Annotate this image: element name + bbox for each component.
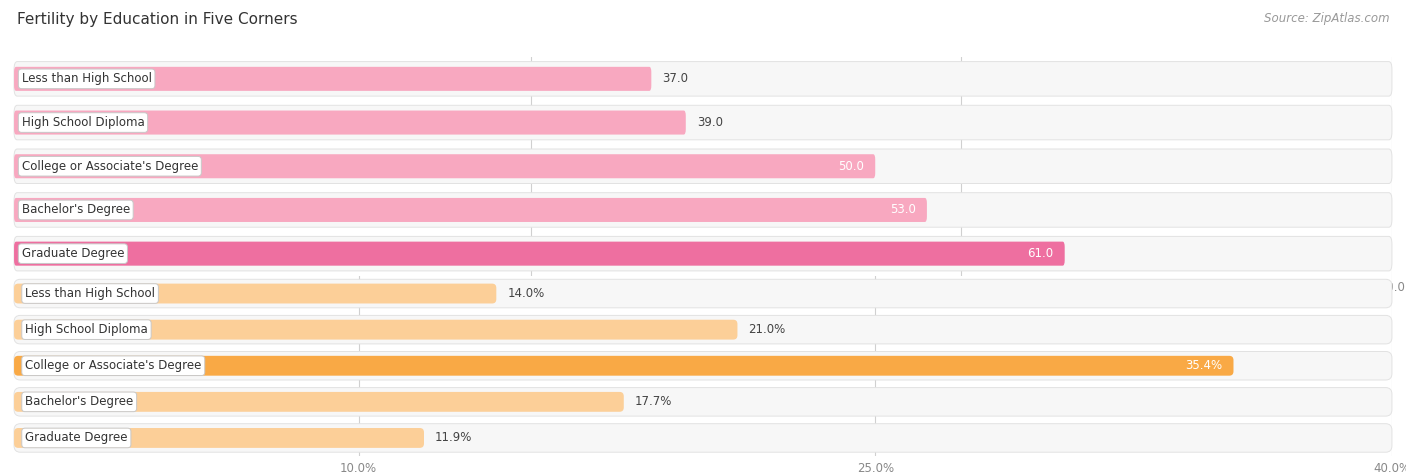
Text: 53.0: 53.0 [890, 203, 915, 217]
FancyBboxPatch shape [14, 279, 1392, 308]
Text: Graduate Degree: Graduate Degree [25, 431, 128, 445]
Text: Bachelor's Degree: Bachelor's Degree [25, 395, 134, 408]
FancyBboxPatch shape [14, 352, 1392, 380]
FancyBboxPatch shape [14, 62, 1392, 96]
FancyBboxPatch shape [14, 315, 1392, 344]
FancyBboxPatch shape [14, 320, 738, 340]
Text: 35.4%: 35.4% [1185, 359, 1222, 372]
Text: Source: ZipAtlas.com: Source: ZipAtlas.com [1264, 12, 1389, 25]
FancyBboxPatch shape [14, 428, 425, 448]
Text: 11.9%: 11.9% [434, 431, 472, 445]
Text: Less than High School: Less than High School [21, 72, 152, 86]
FancyBboxPatch shape [14, 242, 1064, 266]
Text: 14.0%: 14.0% [508, 287, 544, 300]
FancyBboxPatch shape [14, 388, 1392, 416]
Text: High School Diploma: High School Diploma [21, 116, 145, 129]
FancyBboxPatch shape [14, 356, 1233, 376]
FancyBboxPatch shape [14, 198, 927, 222]
Text: Bachelor's Degree: Bachelor's Degree [21, 203, 129, 217]
FancyBboxPatch shape [14, 392, 624, 412]
Text: High School Diploma: High School Diploma [25, 323, 148, 336]
Text: College or Associate's Degree: College or Associate's Degree [21, 160, 198, 173]
Text: Less than High School: Less than High School [25, 287, 155, 300]
Text: 17.7%: 17.7% [634, 395, 672, 408]
FancyBboxPatch shape [14, 111, 686, 134]
FancyBboxPatch shape [14, 193, 1392, 227]
Text: College or Associate's Degree: College or Associate's Degree [25, 359, 201, 372]
FancyBboxPatch shape [14, 284, 496, 304]
FancyBboxPatch shape [14, 105, 1392, 140]
Text: 37.0: 37.0 [662, 72, 689, 86]
FancyBboxPatch shape [14, 237, 1392, 271]
Text: 39.0: 39.0 [697, 116, 723, 129]
FancyBboxPatch shape [14, 67, 651, 91]
Text: 61.0: 61.0 [1028, 247, 1053, 260]
Text: 50.0: 50.0 [838, 160, 865, 173]
Text: Fertility by Education in Five Corners: Fertility by Education in Five Corners [17, 12, 298, 27]
FancyBboxPatch shape [14, 149, 1392, 183]
FancyBboxPatch shape [14, 424, 1392, 452]
Text: Graduate Degree: Graduate Degree [21, 247, 124, 260]
FancyBboxPatch shape [14, 154, 875, 178]
Text: 21.0%: 21.0% [748, 323, 786, 336]
